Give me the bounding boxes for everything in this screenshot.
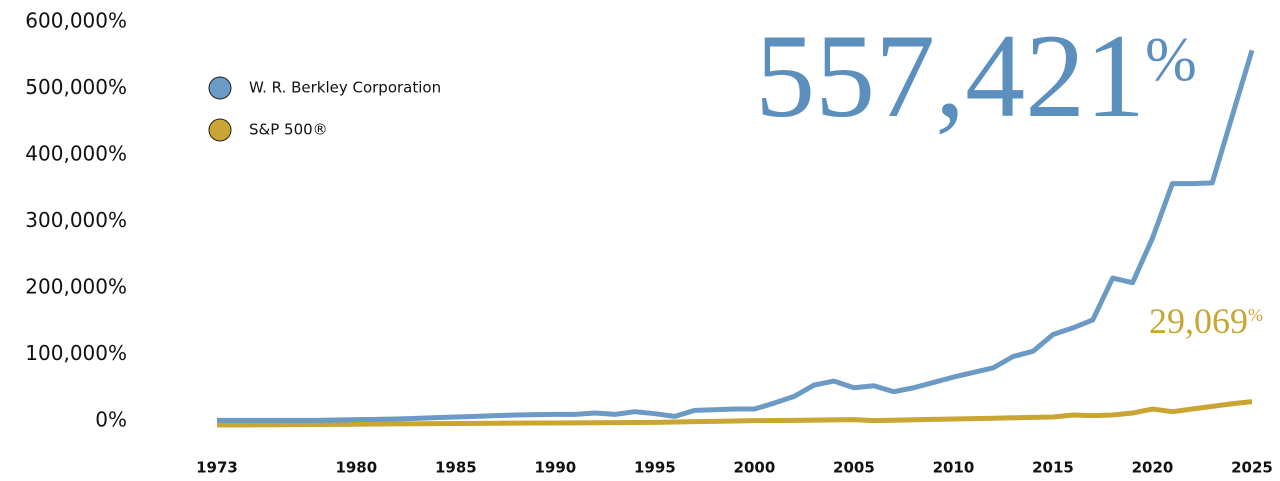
legend-label: S&P 500® [249,121,328,139]
series-line [217,399,1253,428]
annotation-value: 29,069 [1149,301,1248,341]
x-tick-label: 2010 [933,459,975,477]
annotation-main: 557,421% [755,9,1197,142]
y-tick-label: 600,000% [25,9,127,33]
legend-swatch [208,118,232,142]
y-tick-label: 300,000% [25,208,127,232]
x-tick-label: 2020 [1132,459,1174,477]
annotation-value: 557,421 [755,9,1145,142]
annotation-secondary: 29,069% [1149,301,1263,341]
x-tick-label: 2015 [1032,459,1074,477]
y-tick-label: 200,000% [25,275,127,299]
x-tick-label: 2025 [1231,459,1273,477]
legend-swatch [208,76,232,100]
x-tick-label: 1995 [634,459,676,477]
x-tick-label: 1980 [335,459,377,477]
x-tick-label: 2000 [734,459,776,477]
y-tick-label: 500,000% [25,75,127,99]
x-tick-label: 1973 [196,459,238,477]
x-tick-label: 1990 [534,459,576,477]
annotation-suffix: % [1248,305,1263,325]
series-line [217,49,1255,423]
x-tick-label: 2005 [833,459,875,477]
y-tick-label: 100,000% [25,341,127,365]
y-tick-label: 0% [95,408,127,432]
x-tick-label: 1985 [435,459,477,477]
y-tick-label: 400,000% [25,142,127,166]
legend-label: W. R. Berkley Corporation [249,79,441,97]
annotation-suffix: % [1145,26,1197,94]
